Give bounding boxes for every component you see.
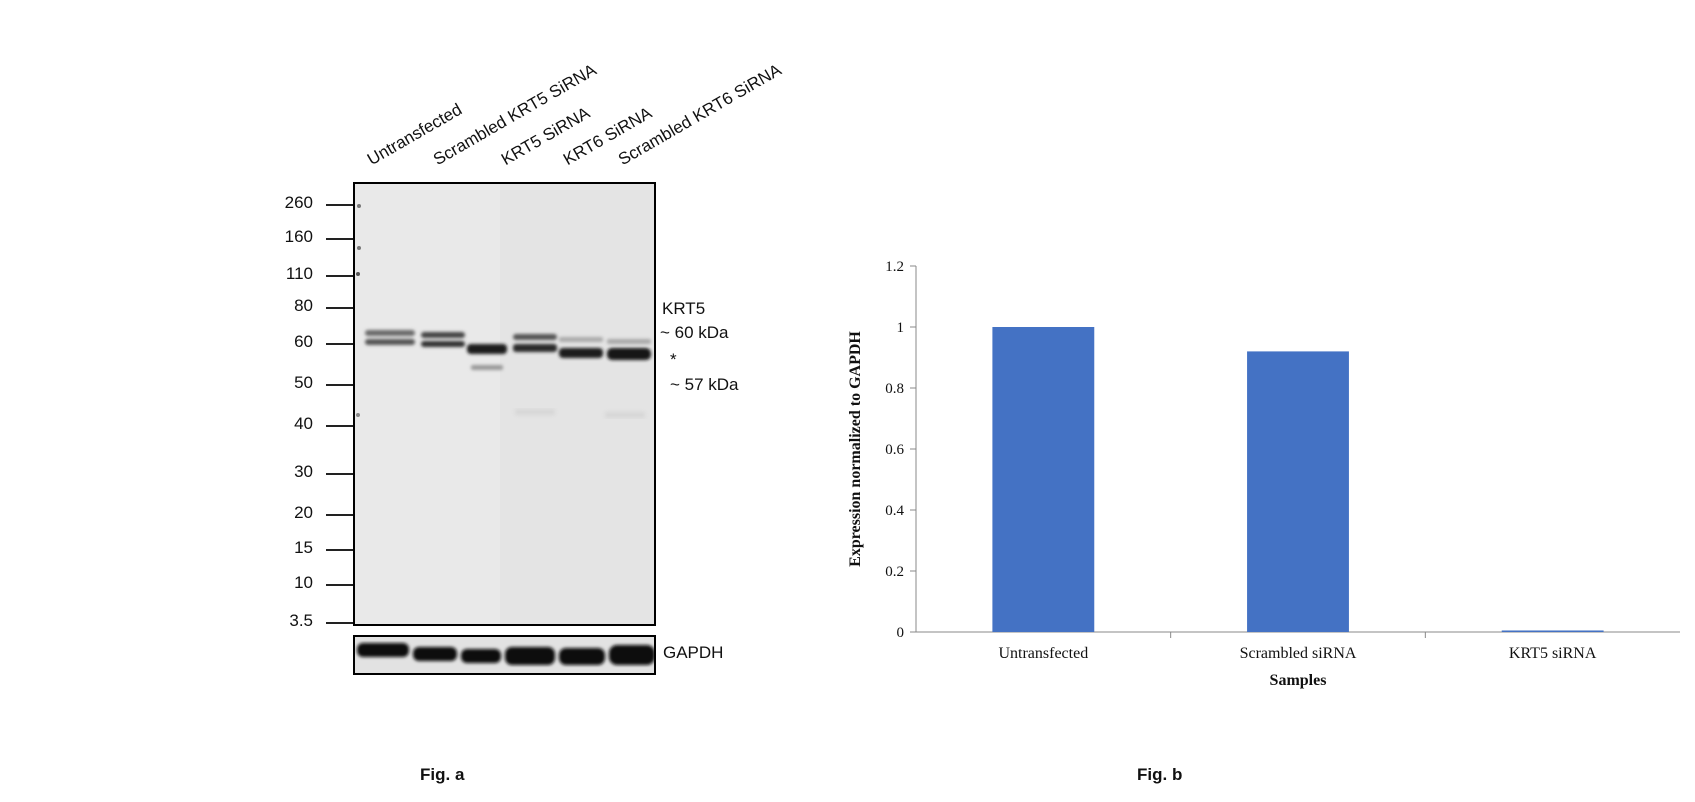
y-axis-title: Expression normalized to GAPDH xyxy=(847,331,864,567)
western-blot-figure: Untransfected Scrambled KRT5 SiRNA KRT5 … xyxy=(0,0,800,802)
upper-band-label: ~ 60 kDa xyxy=(660,323,729,342)
y-tick-label: 0.6 xyxy=(885,442,904,458)
protein-label: KRT5 xyxy=(662,299,706,318)
asterisk-label: * xyxy=(670,350,677,369)
marker-label: 10 xyxy=(294,573,313,592)
blot-panel xyxy=(353,182,656,626)
x-axis-title: Samples xyxy=(1270,672,1327,689)
marker-label: 20 xyxy=(294,503,313,522)
bar-chart: 0 0.2 0.4 0.6 0.8 1 1.2 Untransfected Scrambled … xyxy=(847,259,1680,689)
gapdh-band xyxy=(413,647,457,661)
gapdh-band xyxy=(609,645,654,665)
band-lower-lane-3 xyxy=(467,344,507,354)
ladder-dot xyxy=(357,246,361,250)
marker-tick xyxy=(326,384,354,386)
marker-label: 15 xyxy=(294,538,313,557)
marker-tick xyxy=(326,514,354,516)
faint-band xyxy=(515,409,555,415)
marker-tick xyxy=(326,204,354,206)
bar xyxy=(1501,630,1604,632)
marker-tick xyxy=(326,584,354,586)
band-extra-lane-3 xyxy=(471,365,503,370)
marker-label: 80 xyxy=(294,296,313,315)
y-tick-label: 0.4 xyxy=(885,503,904,519)
bar xyxy=(992,327,1095,632)
band-upper-lane-4 xyxy=(513,334,557,340)
marker-tick xyxy=(326,307,354,309)
x-tick-label: Untransfected xyxy=(998,645,1088,662)
gapdh-label: GAPDH xyxy=(663,643,724,662)
faint-band xyxy=(605,412,645,418)
marker-label: 110 xyxy=(285,264,313,283)
x-tick-label: KRT5 siRNA xyxy=(1509,645,1597,662)
gapdh-band xyxy=(357,643,409,657)
gapdh-blot-panel xyxy=(353,635,656,675)
y-tick-label: 1 xyxy=(897,320,905,336)
bar xyxy=(1247,351,1349,632)
marker-label: 3.5 xyxy=(289,611,313,630)
band-lower-lane-4 xyxy=(513,344,557,352)
y-tick-label: 0.8 xyxy=(885,381,904,397)
ladder-dot xyxy=(356,272,360,276)
marker-tick xyxy=(326,425,354,427)
fig-b-caption: Fig. b xyxy=(1137,765,1183,784)
band-upper-lane-1 xyxy=(365,330,415,336)
band-lower-lane-5 xyxy=(559,348,603,358)
blot-image xyxy=(355,184,654,624)
band-upper-lane-6 xyxy=(607,339,651,344)
y-tick-label: 0 xyxy=(897,625,905,641)
marker-tick xyxy=(326,343,354,345)
marker-label: 260 xyxy=(284,193,313,212)
band-lower-lane-2 xyxy=(421,341,465,347)
gapdh-band xyxy=(461,649,501,663)
x-tick-label: Scrambled siRNA xyxy=(1240,645,1357,662)
fig-a-caption: Fig. a xyxy=(420,765,465,784)
marker-tick xyxy=(326,473,354,475)
y-tick-label: 0.2 xyxy=(885,564,904,580)
bar-chart-figure: 0 0.2 0.4 0.6 0.8 1 1.2 Untransfected Scrambled … xyxy=(820,240,1690,710)
y-tick-label: 1.2 xyxy=(885,259,904,275)
marker-tick xyxy=(326,549,354,551)
lower-band-label: ~ 57 kDa xyxy=(670,375,739,394)
gapdh-band xyxy=(559,648,605,665)
marker-label: 40 xyxy=(294,414,313,433)
band-lower-lane-6 xyxy=(607,348,651,360)
gapdh-band xyxy=(505,647,555,665)
marker-tick xyxy=(326,622,354,624)
marker-tick xyxy=(326,275,354,277)
marker-label: 160 xyxy=(284,227,313,246)
gapdh-blot-image xyxy=(355,637,654,673)
band-lower-lane-1 xyxy=(365,339,415,345)
ladder-dot xyxy=(356,413,360,417)
band-upper-lane-5 xyxy=(559,337,603,342)
marker-tick xyxy=(326,238,354,240)
marker-label: 30 xyxy=(294,462,313,481)
marker-label: 50 xyxy=(294,373,313,392)
ladder-dot xyxy=(357,204,361,208)
band-upper-lane-2 xyxy=(421,332,465,338)
marker-label: 60 xyxy=(294,332,313,351)
